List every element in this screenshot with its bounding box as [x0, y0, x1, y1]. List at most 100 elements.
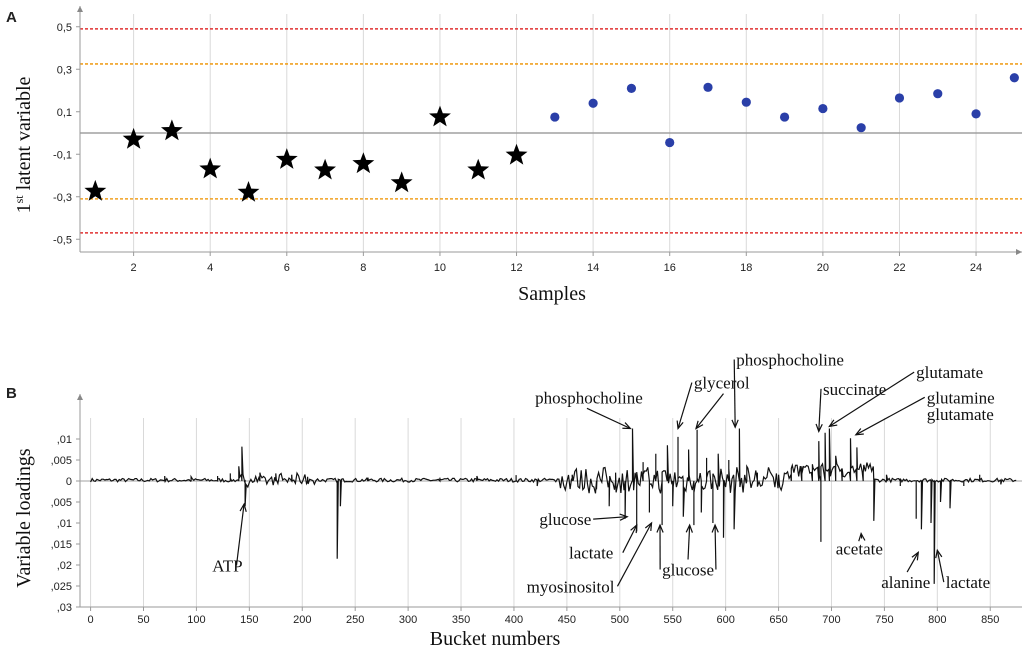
circle-marker-sample-21: [856, 123, 866, 133]
x-tick-label: 22: [893, 262, 905, 274]
y-axis-arrow: [77, 394, 83, 400]
y-axis-arrow: [77, 6, 83, 12]
annotation-arrow-glucose-0-head: [619, 513, 629, 521]
annotation-arrow-glucose-0-head: [656, 523, 664, 533]
circle-marker-sample-15: [626, 83, 637, 93]
x-tick-label: 200: [293, 614, 311, 626]
annotation-arrow-phosphocholine-0: [586, 407, 631, 430]
x-tick-label: 0: [88, 614, 94, 626]
star-marker-sample-8: [352, 152, 375, 174]
annotation-arrow-phosphocholine-0: [733, 359, 736, 428]
y-tick-label: 0,5: [57, 22, 72, 34]
panel-b-x-tick-labels: 0 50 100 150 200 250 300 350 400 450 500 550 600 650 7…: [88, 614, 1000, 626]
y-tick-label: ,01: [57, 518, 72, 530]
y-tick-label: ,01: [57, 434, 72, 446]
x-tick-label: 20: [817, 262, 829, 274]
x-tick-label: 24: [970, 262, 982, 274]
circle-marker-sample-20: [818, 103, 828, 114]
panel-a-x-axis-label: Samples: [518, 283, 586, 305]
annotation-phosphocholine: phosphocholine: [535, 388, 643, 407]
x-tick-label: 350: [452, 614, 470, 626]
annotation-acetate: acetate: [836, 540, 883, 559]
annotation-ATP: ATP: [212, 556, 242, 575]
y-tick-label: ,005: [51, 455, 72, 467]
annotation-arrow-myosinositol-0-head: [644, 521, 653, 532]
annotation-arrow-lactate-0-head: [630, 523, 638, 534]
annotation-arrow-phosphocholine-0-head: [731, 419, 739, 429]
panel-b-axes: [76, 394, 1022, 611]
annotation-arrow-alanine-0: [906, 552, 919, 573]
x-tick-label: 850: [981, 614, 999, 626]
x-tick-label: 2: [131, 262, 137, 274]
annotation-arrow-ATP-0: [235, 504, 245, 566]
ylabel-main: 1: [13, 203, 35, 213]
annotation-arrow-glucose-1-head: [685, 523, 693, 533]
annotation-myosinositol: myosinositol: [527, 577, 615, 596]
x-tick-label: 300: [399, 614, 417, 626]
x-tick-label: 600: [716, 614, 734, 626]
annotation-arrow-lactate-0: [936, 550, 945, 583]
y-tick-label: ,02: [57, 560, 72, 572]
annotation-arrow-myosinositol-0: [616, 522, 653, 587]
panel-b-y-tick-labels: ,01 ,005 0 ,005 ,01 ,015 ,02 ,025 ,03: [51, 434, 72, 614]
star-marker-sample-4: [199, 157, 222, 179]
panel-a-scatter-chart: A 0,50,30,1-0,1-0,3-0,5 2 4 6 8 10 12 14 16 18 20…: [6, 6, 1022, 305]
circle-marker-sample-13: [550, 112, 560, 122]
x-tick-label: 500: [611, 614, 629, 626]
star-marker-sample-2: [122, 127, 145, 149]
x-tick-label: 100: [187, 614, 205, 626]
panel-b-label: B: [6, 385, 17, 402]
x-tick-label: 12: [510, 262, 522, 274]
star-marker-sample-9: [390, 171, 413, 193]
annotation-arrow-glycerol-1-head: [695, 420, 704, 430]
annotation-phosphocholine: phosphocholine: [736, 351, 844, 370]
x-tick-label: 650: [769, 614, 787, 626]
annotation-arrow-lactate-0-head: [935, 548, 943, 559]
annotation-arrow-acetate-0-head: [858, 531, 866, 542]
annotation-lactate: lactate: [946, 573, 990, 592]
circle-marker-sample-25: [1009, 73, 1019, 83]
circle-marker-sample-16: [665, 137, 675, 148]
panel-a-x-tick-labels: 2 4 6 8 10 12 14 16 18 20 22 24: [131, 262, 983, 274]
star-marker-sample-6: [275, 148, 298, 169]
star-marker-sample-3: [161, 119, 183, 141]
x-tick-label: 250: [346, 614, 364, 626]
star-marker-sample-10: [429, 105, 451, 127]
star-marker-sample-7: [314, 158, 336, 180]
annotation-glucose: glucose: [539, 510, 591, 529]
panel-b-gridlines: [90, 418, 991, 607]
x-tick-label: 10: [434, 262, 446, 274]
annotation-lactate: lactate: [569, 544, 613, 563]
panel-a-y-tick-labels: 0,5 0,3 0,1 -0,1 -0,3 -0,5: [53, 22, 72, 247]
panel-a-reference-lines: [80, 28, 1022, 234]
x-tick-label: 150: [240, 614, 258, 626]
x-tick-label: 400: [505, 614, 523, 626]
circle-marker-sample-23: [933, 89, 943, 99]
x-tick-label: 14: [587, 262, 599, 274]
panel-a-axes: [76, 6, 1022, 256]
annotation-arrow-glutamate-0-head: [828, 419, 838, 428]
panel-b-line-chart: B ,01 ,005 0 ,005 ,01 ,015 ,02 ,025 ,03 0 50 100 15…: [6, 351, 1022, 650]
y-tick-label: -0,3: [53, 192, 72, 204]
panel-b-annotations: ATP phosphocholine glycerol phosphocholine s…: [212, 351, 994, 597]
annotation-arrow-alanine-0-head: [911, 551, 920, 561]
annotation-arrow-glucose-0: [593, 516, 628, 520]
x-tick-label: 50: [137, 614, 149, 626]
annotation-arrow-glucose-2: [714, 525, 717, 570]
x-tick-label: 450: [558, 614, 576, 626]
annotation-glutamate: glutamate: [927, 405, 994, 424]
y-tick-label: 0,3: [57, 64, 72, 76]
ylabel-sup: st: [12, 195, 26, 204]
annotation-arrow-glucose-2-head: [711, 523, 719, 533]
annotation-arrow-glycerol-0: [677, 382, 693, 429]
circle-marker-sample-18: [741, 97, 751, 107]
y-tick-label: -0,1: [53, 149, 72, 161]
x-tick-label: 700: [822, 614, 840, 626]
annotation-glucose: glucose: [662, 561, 714, 580]
panel-b-loadings-line: [90, 428, 1017, 584]
star-marker-sample-12: [505, 143, 528, 165]
star-marker-sample-1: [84, 179, 107, 201]
circle-marker-sample-22: [894, 93, 905, 103]
circle-marker-sample-24: [971, 109, 981, 119]
annotation-arrow-ATP-0-head: [239, 502, 247, 512]
